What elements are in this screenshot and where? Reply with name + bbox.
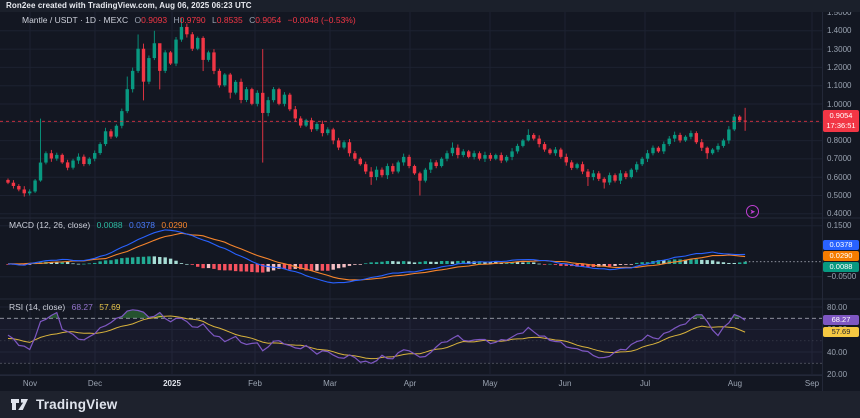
symbol-title: Mantle / USDT · 1D · MEXC [22,15,129,25]
footer-bar: TradingView [0,391,860,418]
open-label: O [134,15,142,25]
price-axis-tick: 0.7000 [827,154,852,164]
last-price-chip: 0.9054 17:36:51 [823,110,859,132]
macd-line-value: 0.0378 [129,220,155,230]
time-axis-label: Apr [403,379,417,388]
pane-dividers [0,217,860,300]
attribution-text: Ron2ee created with TradingView.com, Aug… [6,1,252,10]
close-value: 0.9054 [255,15,282,25]
time-axis-label: Feb [248,379,262,388]
price-axis-tick: 1.3000 [827,44,852,54]
candle-countdown: 17:36:51 [826,121,856,130]
price-axis-tick: 0.5000 [827,191,852,200]
macd-signal-value: 0.0290 [161,220,188,230]
price-axis-tick: 1.1000 [827,81,852,91]
macd-line-chip: 0.0378 [823,240,859,250]
price-axis-tick: 1.2000 [827,62,852,72]
rsi-line [7,309,746,365]
price-axis-tick: 1.4000 [827,26,852,36]
macd-axis-tick: 0.1500 [827,221,852,231]
low-label: L [212,15,217,25]
time-axis-label: Sep [804,379,820,388]
macd-signal-chip: 0.0290 [823,251,859,261]
change-value: −0.0048 (−0.53%) [287,15,356,25]
price-axis-tick: 1.0000 [827,99,852,109]
macd-legend[interactable]: MACD (12, 26, close) 0.0088 0.0378 0.029… [9,220,187,230]
time-axis[interactable]: Nov Dec 2025 Feb Mar Apr May Jun Jul Aug Sep [0,375,822,392]
rsi-ma-line [7,315,746,360]
high-value: 0.9790 [179,15,206,25]
macd-hist-chip: 0.0088 [823,262,859,272]
low-value: 0.8535 [216,15,243,25]
rsi-pane [0,309,822,365]
open-value: 0.9093 [141,15,168,25]
rsi-ma-chip: 57.69 [823,327,859,337]
macd-title: MACD (12, 26, close) [9,220,91,230]
price-axis-tick: 1.5000 [827,8,852,17]
macd-histogram [6,256,747,273]
price-axis-tick: 0.8000 [827,136,852,146]
rsi-band [0,318,822,364]
candlestick-series [6,17,747,197]
grid [0,12,822,375]
rsi-axis-tick: 40.00 [827,347,848,357]
rsi-title: RSI (14, close) [9,302,66,312]
macd-hist-value: 0.0088 [96,220,123,230]
brand-name[interactable]: TradingView [36,397,118,412]
symbol-legend[interactable]: Mantle / USDT · 1D · MEXC O0.9093 H0.979… [22,15,356,25]
price-axis-tick: 0.4000 [827,209,852,219]
arrow-icon: ➤ [749,209,756,216]
macd-axis-tick: −0.0500 [827,272,857,282]
rsi-legend[interactable]: RSI (14, close) 68.27 57.69 [9,302,121,312]
time-axis-label: May [482,379,498,388]
last-price-value: 0.9054 [829,111,853,120]
macd-line [7,229,746,284]
rsi-axis-tick: 80.00 [827,302,848,312]
time-axis-label: Jun [558,379,572,388]
macd-lines [7,229,822,284]
time-axis-label: Dec [87,379,103,388]
rsi-chip: 68.27 [823,315,859,325]
rsi-value: 68.27 [71,302,93,312]
time-axis-label: Mar [323,379,337,388]
time-axis-label: Nov [22,379,38,388]
price-axis-tick: 0.6000 [827,172,852,182]
rsi-axis-tick: 20.00 [827,370,848,379]
price-axis[interactable]: 1.50001.40001.30001.20001.10001.00000.90… [822,8,860,391]
time-axis-label: Jul [639,379,651,388]
tradingview-logo-icon[interactable] [10,397,29,412]
chart-badge-icon[interactable]: ➤ [746,205,759,218]
attribution-bar: Ron2ee created with TradingView.com, Aug… [0,0,860,12]
chart-canvas[interactable] [0,0,860,391]
macd-signal-line [8,232,746,281]
close-label: C [249,15,256,25]
time-axis-label: 2025 [163,379,181,388]
time-axis-label: Aug [727,379,743,388]
rsi-ma-value: 57.69 [99,302,121,312]
high-label: H [173,15,180,25]
